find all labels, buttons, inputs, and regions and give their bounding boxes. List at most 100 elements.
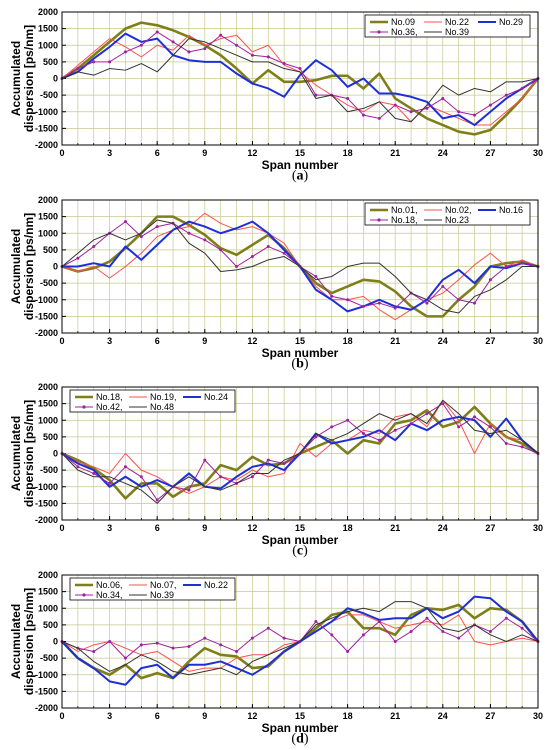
series-point bbox=[219, 642, 223, 646]
series-point bbox=[425, 616, 429, 620]
caption-letter: d bbox=[296, 731, 304, 746]
series-group bbox=[60, 399, 540, 504]
series-point bbox=[346, 96, 350, 100]
series-point bbox=[346, 418, 350, 422]
y-axis-label-line: dispersion [ps/nm] bbox=[22, 400, 36, 507]
x-axis-label: Span number bbox=[262, 158, 339, 172]
series-group bbox=[60, 212, 540, 320]
series-point bbox=[409, 110, 413, 114]
series-point bbox=[520, 261, 524, 265]
series-point bbox=[361, 632, 365, 636]
legend: No.01, No.02, No.16 No.18, No.23 bbox=[364, 202, 531, 225]
y-axis-label-line: dispersion [ps/nm] bbox=[22, 587, 36, 694]
panel-caption: (d) bbox=[291, 731, 308, 746]
series-point bbox=[457, 297, 461, 301]
x-tick-label: 21 bbox=[390, 523, 400, 533]
caption-open: ( bbox=[291, 356, 296, 371]
x-tick-label: 9 bbox=[202, 523, 207, 533]
series-point bbox=[139, 234, 143, 238]
legend-box bbox=[364, 14, 531, 38]
y-tick-label: 1500 bbox=[38, 211, 58, 221]
legend-entry: No.16 bbox=[499, 205, 523, 215]
series-point bbox=[187, 644, 191, 648]
series-point bbox=[393, 428, 397, 432]
x-axis-label: Span number bbox=[262, 533, 339, 547]
series-point bbox=[219, 33, 223, 37]
caption-close: ) bbox=[304, 356, 309, 371]
series-point bbox=[441, 96, 445, 100]
series-point bbox=[504, 616, 508, 620]
y-tick-label: 1500 bbox=[38, 24, 58, 34]
y-axis-label: Accumulateddispersion [ps/nm] bbox=[9, 25, 36, 132]
series-point bbox=[457, 425, 461, 429]
x-tick-label: 30 bbox=[533, 148, 543, 158]
y-tick-label: -2000 bbox=[35, 703, 58, 713]
series-point bbox=[266, 458, 270, 462]
series-point bbox=[171, 646, 175, 650]
legend-box bbox=[69, 577, 236, 600]
series-point bbox=[520, 86, 524, 90]
x-tick-label: 24 bbox=[438, 711, 448, 721]
x-tick-label: 3 bbox=[107, 336, 112, 346]
y-tick-label: 1000 bbox=[38, 603, 58, 613]
y-tick-label: 2000 bbox=[38, 570, 58, 580]
series-point bbox=[187, 231, 191, 235]
legend-marker bbox=[82, 405, 86, 409]
series-point bbox=[92, 471, 96, 475]
legend-entry: No.48 bbox=[150, 402, 174, 412]
legend-entry: No.39 bbox=[150, 590, 174, 600]
series-point bbox=[155, 224, 159, 228]
series-point bbox=[282, 62, 286, 66]
x-tick-label: 15 bbox=[295, 711, 305, 721]
x-tick-label: 6 bbox=[155, 523, 160, 533]
series-point bbox=[520, 626, 524, 630]
legend-entry: No.18, bbox=[96, 392, 123, 402]
series-point bbox=[250, 53, 254, 57]
y-axis-label: Accumulateddispersion [ps/nm] bbox=[9, 587, 36, 694]
y-tick-label: -1000 bbox=[35, 107, 58, 117]
series-point bbox=[92, 649, 96, 653]
series-point bbox=[330, 425, 334, 429]
y-axis-label-line: dispersion [ps/nm] bbox=[22, 212, 36, 319]
caption-open: ( bbox=[291, 731, 296, 746]
x-tick-label: 15 bbox=[295, 336, 305, 346]
y-tick-label: -500 bbox=[40, 90, 58, 100]
x-tick-label: 6 bbox=[155, 336, 160, 346]
series-point bbox=[203, 636, 207, 640]
y-axis-label: Accumulateddispersion [ps/nm] bbox=[9, 212, 36, 319]
series-point bbox=[488, 277, 492, 281]
x-tick-label: 21 bbox=[390, 336, 400, 346]
x-axis-label: Span number bbox=[262, 346, 339, 360]
series-point bbox=[488, 425, 492, 429]
series-group bbox=[60, 595, 540, 686]
series-line-No48 bbox=[61, 399, 539, 504]
series-point bbox=[504, 93, 508, 97]
x-tick-label: 15 bbox=[295, 148, 305, 158]
series-point bbox=[409, 422, 413, 426]
y-tick-label: -2000 bbox=[35, 328, 58, 338]
series-point bbox=[250, 636, 254, 640]
series-point bbox=[282, 461, 286, 465]
legend-entry: No.23 bbox=[445, 215, 469, 225]
series-point bbox=[520, 445, 524, 449]
y-axis-label-line: Accumulated bbox=[9, 41, 23, 116]
legend-marker bbox=[377, 217, 381, 222]
series-point bbox=[108, 481, 112, 485]
y-tick-label: 1500 bbox=[38, 586, 58, 596]
series-point bbox=[425, 301, 429, 305]
y-tick-label: -2000 bbox=[35, 515, 58, 525]
series-point bbox=[250, 475, 254, 479]
legend-entry: No.42, bbox=[96, 402, 123, 412]
x-tick-label: 21 bbox=[390, 711, 400, 721]
series-point bbox=[235, 43, 239, 47]
series-point bbox=[282, 636, 286, 640]
chart-panel-b: 0 3 6 9 12 15 18 21 24 27 30 -2000 -1500 -1000 -500 0 50… bbox=[9, 195, 543, 372]
x-tick-label: 3 bbox=[107, 523, 112, 533]
y-tick-label: 1000 bbox=[38, 228, 58, 238]
legend-entry: No.07, bbox=[150, 580, 177, 590]
caption-open: ( bbox=[292, 544, 297, 559]
series-point bbox=[108, 639, 112, 643]
x-tick-label: 0 bbox=[59, 148, 64, 158]
x-tick-label: 18 bbox=[343, 148, 353, 158]
series-point bbox=[473, 113, 477, 117]
